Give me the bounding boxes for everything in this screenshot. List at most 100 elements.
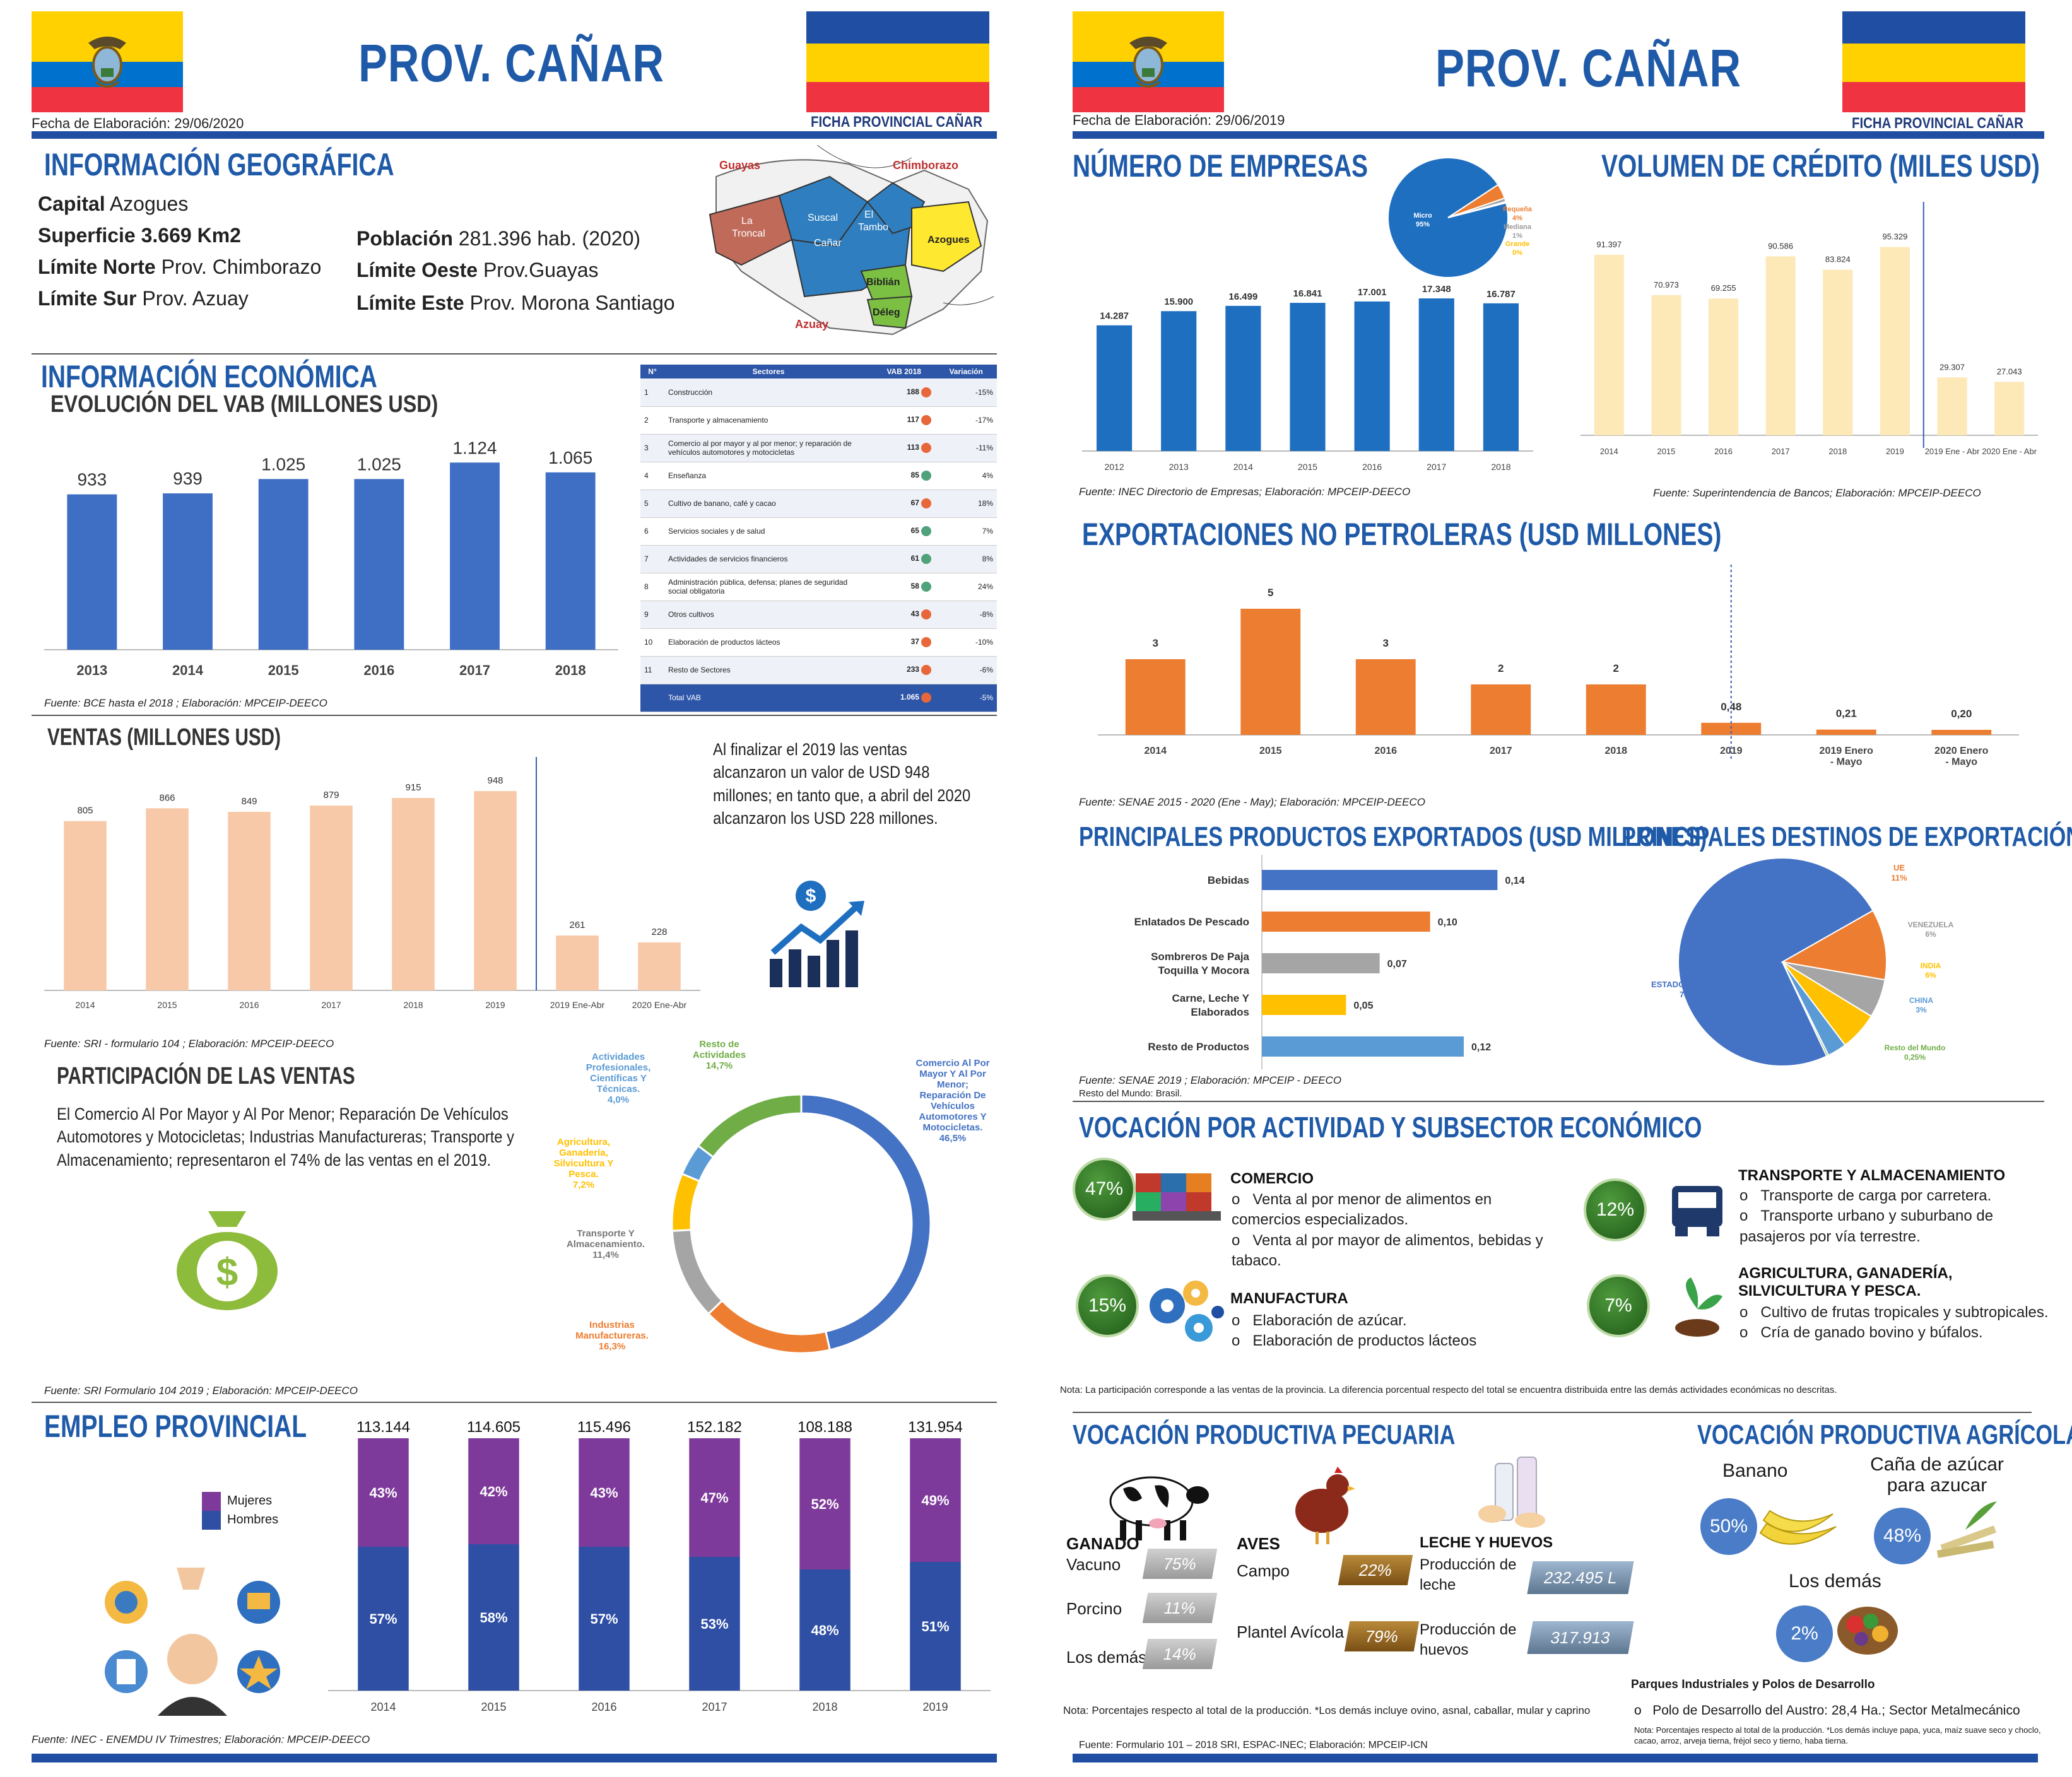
legend-swatch-mujeres [202, 1492, 221, 1511]
total-label: 108.188 [798, 1419, 852, 1436]
cow-icon [1109, 1476, 1209, 1540]
demas-agricola-pct: 2% [1776, 1605, 1833, 1662]
agricultura-title: AGRICULTURA, GANADERÍA, SILVICULTURA Y P… [1738, 1265, 1953, 1299]
slice-label: Resto de [699, 1041, 739, 1050]
cell-vab: 43 [873, 601, 936, 629]
cell-sector: Servicios sociales y de salud [664, 517, 873, 546]
vocacion-nota: Nota: La participación corresponde a las… [1060, 1385, 1837, 1395]
tick-label: Carne, Leche Y [1172, 992, 1249, 1004]
comercio-items: o Venta al por menor de alimentos en com… [1232, 1190, 1560, 1272]
leche-label: Producción de leche [1420, 1556, 1517, 1594]
slice-label: INDIA [1921, 961, 1941, 970]
data-label: 17.348 [1422, 284, 1451, 295]
agricultura-item-2: o Cría de ganado bovino y búfalos. [1739, 1324, 1983, 1342]
tick-label: 2017 [1772, 447, 1790, 456]
tick-label: 2016 [1714, 447, 1733, 456]
tick-label: 2019 [1720, 746, 1743, 756]
bar [638, 942, 681, 990]
data-label: 1.124 [452, 438, 497, 457]
tick-label: 2014 [75, 1000, 95, 1010]
variation-dot-icon [921, 609, 932, 619]
slice-label: Mediana [1504, 223, 1532, 231]
map-label-el: El [864, 209, 873, 220]
bar [146, 808, 189, 990]
province-map: Guayas Chimborazo La Troncal Suscal El T… [703, 145, 1000, 347]
data-label: 933 [77, 470, 107, 490]
transporte-items: o Transporte de carga por carretera. o T… [1739, 1186, 2042, 1247]
section-title-empleo: EMPLEO PROVINCIAL [44, 1409, 307, 1444]
slice-label: Silvicultura Y [554, 1158, 614, 1169]
productos-chart: 0,14 Bebidas 0,10 Enlatados De Pescado 0,07 S… [1134, 855, 1525, 1069]
variation-dot-icon [921, 443, 932, 453]
cell-variacion: -17% [935, 406, 997, 435]
slice-label: Almacenamiento. [567, 1239, 645, 1250]
cell-vab: 67 [873, 490, 936, 518]
data-label: 29.307 [1940, 362, 1965, 372]
bar [1225, 305, 1261, 451]
section-title-empresas: NÚMERO DE EMPRESAS [1073, 148, 1369, 184]
data-label: 15.900 [1164, 296, 1193, 307]
transporte-item-1: o Transporte de carga por carretera. [1739, 1187, 1992, 1204]
vab-chart: 933 2013 939 2014 1.025 2015 1.025 2016 1.124 201… [44, 438, 618, 678]
page-title: PROV. CAÑAR [1435, 38, 1741, 98]
campo-label: Campo [1237, 1561, 1290, 1580]
slice-label: Manufactureras. [575, 1330, 649, 1341]
ficha-label: FICHA PROVINCIAL CAÑAR [1852, 115, 2024, 132]
slice-label: Ganadería, [559, 1147, 608, 1158]
banana-icon [1759, 1510, 1837, 1545]
variation-dot-icon [921, 554, 932, 564]
bar [1418, 298, 1454, 451]
data-label: 69.255 [1711, 283, 1736, 293]
donut-slice [800, 1093, 932, 1351]
slice-label: Reparación De [919, 1090, 986, 1101]
data-label: 2 [1498, 662, 1504, 674]
superficie: Superficie 3.669 Km2 [38, 224, 241, 247]
bar [310, 806, 353, 990]
map-label-azuay: Azuay [795, 318, 828, 331]
cell-variacion: 24% [935, 573, 997, 601]
bar [1355, 659, 1416, 735]
tick-label: 2012 [1104, 462, 1124, 472]
cell-variacion: 18% [935, 490, 997, 518]
stacked-bar-segment [468, 1438, 519, 1544]
data-label: 879 [323, 790, 339, 801]
vacuno-value: 75% [1142, 1549, 1218, 1579]
data-label: 90.586 [1768, 241, 1793, 250]
data-label: 228 [651, 927, 667, 937]
fuente-empleo: Fuente: INEC - ENEMDU IV Trimestres; Ela… [32, 1733, 370, 1745]
total-label: 113.144 [356, 1419, 410, 1436]
data-label: 849 [241, 796, 257, 807]
bar [556, 935, 599, 990]
plant-icon [1675, 1277, 1722, 1337]
pecuaria-nota: Nota: Porcentajes respecto al total de l… [1063, 1704, 1591, 1716]
pie-slice [1781, 910, 1887, 981]
data-label: 3 [1153, 637, 1158, 649]
stacked-bar-segment [358, 1438, 409, 1547]
bar [1586, 684, 1646, 735]
data-label: 95.329 [1883, 232, 1908, 242]
manufactura-item-1: o Elaboración de azúcar. [1232, 1312, 1407, 1329]
slice-value: 3% [1916, 1006, 1927, 1014]
cell-sector: Otros cultivos [664, 601, 873, 629]
ventas-chart: 805 2014 866 2015 849 2016 879 2017 915 2018 948 20… [44, 757, 700, 1010]
data-label: 0,12 [1471, 1042, 1491, 1053]
cell-variacion: -5% [935, 684, 997, 712]
participacion-text: El Comercio Al Por Mayor y Al Por Menor;… [57, 1105, 514, 1170]
data-label: 1.025 [261, 454, 305, 474]
cell-vab: 113 [873, 434, 936, 462]
tick-label: 2017 [702, 1701, 727, 1713]
cell-sector: Total VAB [664, 684, 873, 712]
slice-value: 1% [1512, 232, 1522, 240]
variation-dot-icon [921, 582, 932, 592]
tick-label: 2016 [1374, 746, 1397, 756]
map-label-deleg: Déleg [873, 307, 900, 318]
variation-dot-icon [921, 693, 932, 703]
banano-label: Banano [1722, 1460, 1788, 1481]
slice-label: Motocicletas. [922, 1122, 982, 1133]
cell-vab: 58 [873, 573, 936, 601]
cell-n: 10 [640, 628, 665, 657]
cana-pct: 48% [1874, 1508, 1931, 1564]
fuente-empresas: Fuente: INEC Directorio de Empresas; Ela… [1079, 486, 1411, 498]
variation-dot-icon [921, 498, 932, 508]
data-label: 27.043 [1997, 367, 2022, 376]
